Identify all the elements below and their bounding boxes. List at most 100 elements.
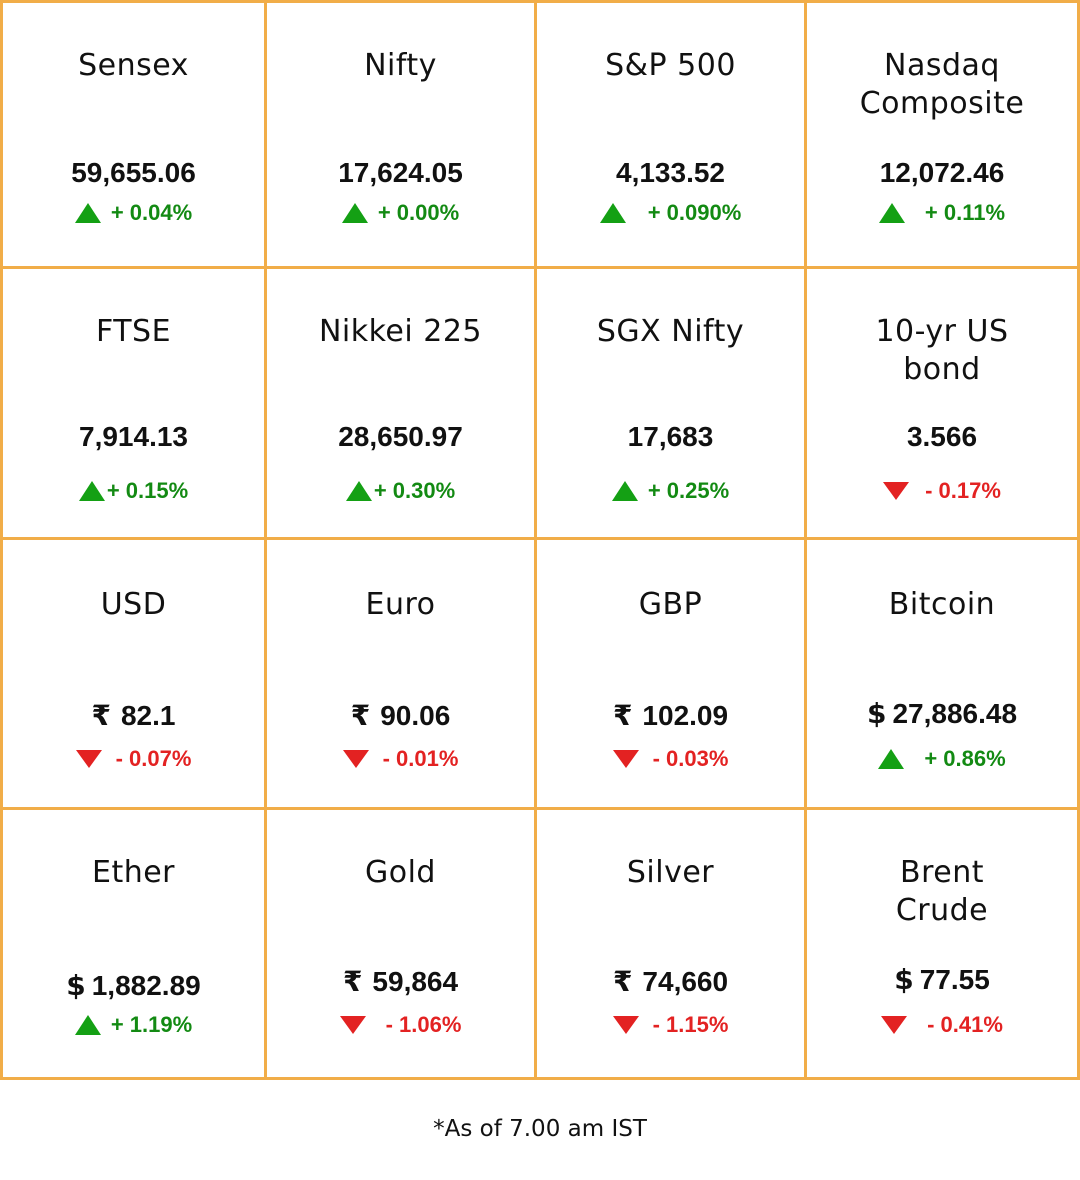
tile-value: ₹59,864 bbox=[267, 966, 534, 998]
tile-nasdaq: Nasdaq Composite 12,072.46 + 0.11% bbox=[807, 3, 1077, 269]
tile-title: Euro bbox=[365, 587, 436, 622]
change-text: - 0.41% bbox=[927, 1012, 1003, 1037]
change-text: + 0.090% bbox=[647, 200, 742, 225]
tile-value: $27,886.48 bbox=[807, 698, 1077, 730]
tile-change: + 0.15% bbox=[3, 478, 264, 504]
change-text: - 0.07% bbox=[115, 746, 192, 771]
value-number: 1,882.89 bbox=[91, 970, 201, 1001]
value-number: 4,133.52 bbox=[616, 157, 725, 188]
tile-title: Bitcoin bbox=[888, 587, 996, 622]
value-number: 3.566 bbox=[906, 421, 978, 452]
tile-change: + 0.30% bbox=[267, 478, 534, 504]
tile-bitcoin: Bitcoin $27,886.48 + 0.86% bbox=[807, 540, 1077, 810]
arrow-down-icon bbox=[881, 1016, 908, 1034]
tile-title: Ether bbox=[91, 855, 176, 890]
tile-value: ₹74,660 bbox=[537, 966, 804, 998]
tile-value: 7,914.13 bbox=[3, 421, 264, 453]
tile-change: + 1.19% bbox=[3, 1012, 264, 1038]
tile-change: - 0.01% bbox=[267, 746, 534, 772]
arrow-down-icon bbox=[75, 750, 102, 768]
tile-gold: Gold ₹59,864 - 1.06% bbox=[267, 810, 537, 1077]
arrow-up-icon bbox=[74, 1015, 101, 1035]
rupee-icon: ₹ bbox=[91, 699, 111, 732]
value-number: 17,683 bbox=[627, 421, 714, 452]
change-text: + 0.00% bbox=[377, 200, 460, 225]
arrow-down-icon bbox=[342, 750, 369, 768]
tile-nikkei: Nikkei 225 28,650.97 + 0.30% bbox=[267, 269, 537, 540]
rupee-icon: ₹ bbox=[342, 965, 363, 998]
arrow-up-icon bbox=[74, 203, 101, 223]
value-number: 59,655.06 bbox=[71, 157, 196, 188]
tile-euro: Euro ₹90.06 - 0.01% bbox=[267, 540, 537, 810]
change-text: + 0.04% bbox=[110, 200, 193, 225]
arrow-up-icon bbox=[78, 481, 105, 501]
rupee-icon: ₹ bbox=[350, 699, 371, 732]
tile-ftse: FTSE 7,914.13 + 0.15% bbox=[3, 269, 267, 540]
change-text: + 0.30% bbox=[373, 478, 456, 503]
value-number: 12,072.46 bbox=[879, 157, 1005, 188]
footnote: *As of 7.00 am IST bbox=[433, 1116, 647, 1142]
tile-title: Nikkei 225 bbox=[318, 314, 483, 349]
tile-title: GBP bbox=[638, 587, 703, 622]
value-number: 59,864 bbox=[372, 966, 459, 997]
tile-title: 10-yr US bond bbox=[875, 314, 1009, 387]
value-number: 17,624.05 bbox=[338, 157, 463, 188]
arrow-up-icon bbox=[345, 481, 372, 501]
tile-value: 28,650.97 bbox=[267, 421, 534, 453]
tile-change: + 0.090% bbox=[537, 200, 804, 226]
tile-change: + 0.11% bbox=[807, 200, 1077, 226]
change-text: - 1.06% bbox=[385, 1012, 462, 1037]
arrow-up-icon bbox=[599, 203, 626, 223]
change-text: + 0.11% bbox=[924, 200, 1006, 225]
tile-change: - 0.07% bbox=[3, 746, 264, 772]
rupee-icon: ₹ bbox=[612, 699, 633, 732]
tile-nifty: Nifty 17,624.05 + 0.00% bbox=[267, 3, 537, 269]
tile-change: + 0.04% bbox=[3, 200, 264, 226]
dollar-icon: $ bbox=[66, 969, 86, 1002]
tile-value: 59,655.06 bbox=[3, 157, 264, 189]
value-number: 90.06 bbox=[380, 700, 451, 731]
tile-value: ₹102.09 bbox=[537, 700, 804, 732]
tile-change: + 0.25% bbox=[537, 478, 804, 504]
tile-change: + 0.86% bbox=[807, 746, 1077, 772]
tile-change: - 0.41% bbox=[807, 1012, 1077, 1038]
change-text: - 0.03% bbox=[652, 746, 729, 771]
tile-sensex: Sensex 59,655.06 + 0.04% bbox=[3, 3, 267, 269]
arrow-up-icon bbox=[341, 203, 368, 223]
tile-value: 17,624.05 bbox=[267, 157, 534, 189]
rupee-icon: ₹ bbox=[612, 965, 633, 998]
market-grid: Sensex 59,655.06 + 0.04% Nifty 17,624.05… bbox=[0, 0, 1080, 1080]
tile-value: $77.55 bbox=[807, 964, 1077, 996]
arrow-up-icon bbox=[878, 203, 905, 223]
tile-gbp: GBP ₹102.09 - 0.03% bbox=[537, 540, 807, 810]
tile-value: 12,072.46 bbox=[807, 157, 1077, 189]
tile-ether: Ether $1,882.89 + 1.19% bbox=[3, 810, 267, 1077]
value-number: 74,660 bbox=[642, 966, 729, 997]
tile-value: $1,882.89 bbox=[3, 970, 264, 1002]
tile-silver: Silver ₹74,660 - 1.15% bbox=[537, 810, 807, 1077]
tile-change: - 0.17% bbox=[807, 478, 1077, 504]
arrow-up-icon bbox=[611, 481, 638, 501]
tile-change: + 0.00% bbox=[267, 200, 534, 226]
tile-value: ₹90.06 bbox=[267, 700, 534, 732]
tile-title: S&P 500 bbox=[605, 48, 736, 83]
tile-title: FTSE bbox=[95, 314, 172, 349]
change-text: - 1.15% bbox=[652, 1012, 729, 1037]
tile-title: Nasdaq Composite bbox=[859, 48, 1025, 121]
tile-title: Nifty bbox=[364, 48, 437, 83]
tile-change: - 0.03% bbox=[537, 746, 804, 772]
value-number: 77.55 bbox=[919, 964, 990, 995]
tile-title: Gold bbox=[365, 855, 436, 890]
value-number: 102.09 bbox=[642, 700, 729, 731]
tile-value: ₹82.1 bbox=[3, 700, 264, 732]
tile-value: 4,133.52 bbox=[537, 157, 804, 189]
tile-sgx-nifty: SGX Nifty 17,683 + 0.25% bbox=[537, 269, 807, 540]
change-text: - 0.01% bbox=[382, 746, 459, 771]
tile-title: Brent Crude bbox=[895, 855, 989, 928]
change-text: + 1.19% bbox=[110, 1012, 193, 1037]
tile-usd: USD ₹82.1 - 0.07% bbox=[3, 540, 267, 810]
tile-change: - 1.15% bbox=[537, 1012, 804, 1038]
value-number: 82.1 bbox=[120, 700, 176, 731]
arrow-down-icon bbox=[339, 1016, 366, 1034]
tile-value: 3.566 bbox=[807, 421, 1077, 453]
